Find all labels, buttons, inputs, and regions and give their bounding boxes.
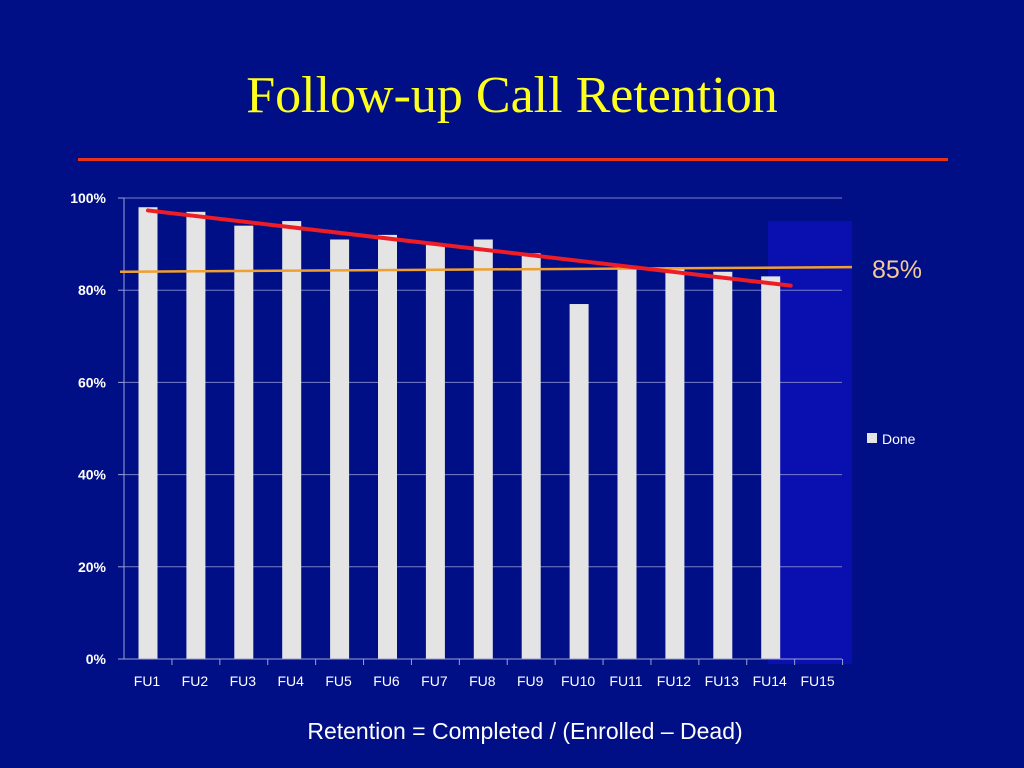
- y-tick-label: 40%: [78, 467, 107, 483]
- y-tick-label: 100%: [70, 190, 106, 206]
- x-tick-label: FU7: [421, 673, 448, 689]
- bar-fu12: [665, 267, 685, 659]
- x-tick-label: FU15: [800, 673, 834, 689]
- trend-line: [146, 208, 793, 288]
- retention-formula-caption: Retention = Completed / (Enrolled – Dead…: [307, 718, 743, 744]
- bar-fu3: [234, 225, 254, 659]
- bar-fu6: [378, 234, 397, 659]
- x-tick-label: FU10: [561, 673, 595, 689]
- bar-fu5: [330, 239, 350, 660]
- bar-fu11: [617, 267, 637, 659]
- bar-fu8: [473, 239, 493, 660]
- x-tick-label: FU4: [277, 673, 304, 689]
- bar-fu10: [569, 304, 589, 659]
- slide-title: Follow-up Call Retention: [246, 67, 778, 124]
- bar-fu13: [713, 271, 733, 659]
- bar-fu1: [138, 207, 158, 659]
- title-rule: [78, 158, 948, 161]
- bar-fu2: [186, 211, 206, 659]
- target-line: [119, 265, 853, 274]
- x-tick-label: FU2: [182, 673, 209, 689]
- target-label: 85%: [872, 256, 922, 284]
- y-tick-label: 0%: [86, 651, 107, 667]
- x-tick-label: FU13: [705, 673, 739, 689]
- x-tick-label: FU3: [230, 673, 257, 689]
- bar-fu4: [282, 221, 302, 660]
- x-tick-label: FU9: [517, 673, 544, 689]
- bar-fu14: [761, 276, 781, 659]
- x-tick-label: FU1: [134, 673, 161, 689]
- x-tick-label: FU12: [657, 673, 691, 689]
- x-tick-label: FU5: [325, 673, 352, 689]
- x-tick-label: FU6: [373, 673, 400, 689]
- x-tick-label: FU11: [609, 673, 642, 689]
- x-tick-label: FU8: [469, 673, 496, 689]
- bar-fu7: [425, 244, 445, 659]
- y-tick-label: 20%: [78, 559, 107, 575]
- legend-swatch: [867, 433, 877, 443]
- legend-label: Done: [882, 431, 916, 447]
- y-tick-label: 80%: [78, 282, 107, 298]
- x-tick-label: FU14: [753, 673, 787, 689]
- bar-fu9: [521, 253, 541, 659]
- highlight-panel: [768, 221, 852, 664]
- y-tick-label: 60%: [78, 374, 107, 390]
